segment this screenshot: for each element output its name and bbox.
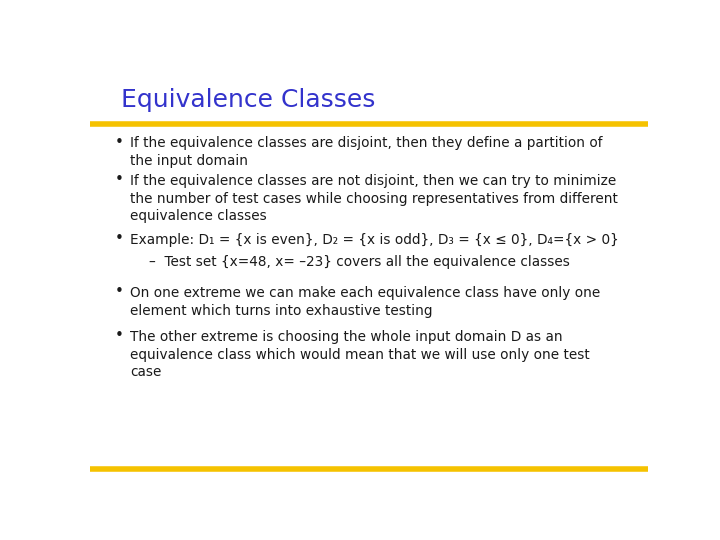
Text: On one extreme we can make each equivalence class have only one
element which tu: On one extreme we can make each equivale… xyxy=(130,286,600,318)
Text: •: • xyxy=(115,172,124,187)
Text: –  Test set {x=48, x= –23} covers all the equivalence classes: – Test set {x=48, x= –23} covers all the… xyxy=(148,255,570,269)
Text: Example: D₁ = {x is even}, D₂ = {x is odd}, D₃ = {x ≤ 0}, D₄={x > 0}: Example: D₁ = {x is even}, D₂ = {x is od… xyxy=(130,233,619,247)
Text: •: • xyxy=(115,134,124,150)
Text: •: • xyxy=(115,231,124,246)
Text: •: • xyxy=(115,328,124,343)
Text: If the equivalence classes are not disjoint, then we can try to minimize
the num: If the equivalence classes are not disjo… xyxy=(130,174,618,224)
Text: Equivalence Classes: Equivalence Classes xyxy=(121,87,375,112)
Text: •: • xyxy=(115,285,124,299)
Text: The other extreme is choosing the whole input domain D as an
equivalence class w: The other extreme is choosing the whole … xyxy=(130,329,590,380)
Text: If the equivalence classes are disjoint, then they define a partition of
the inp: If the equivalence classes are disjoint,… xyxy=(130,136,603,168)
